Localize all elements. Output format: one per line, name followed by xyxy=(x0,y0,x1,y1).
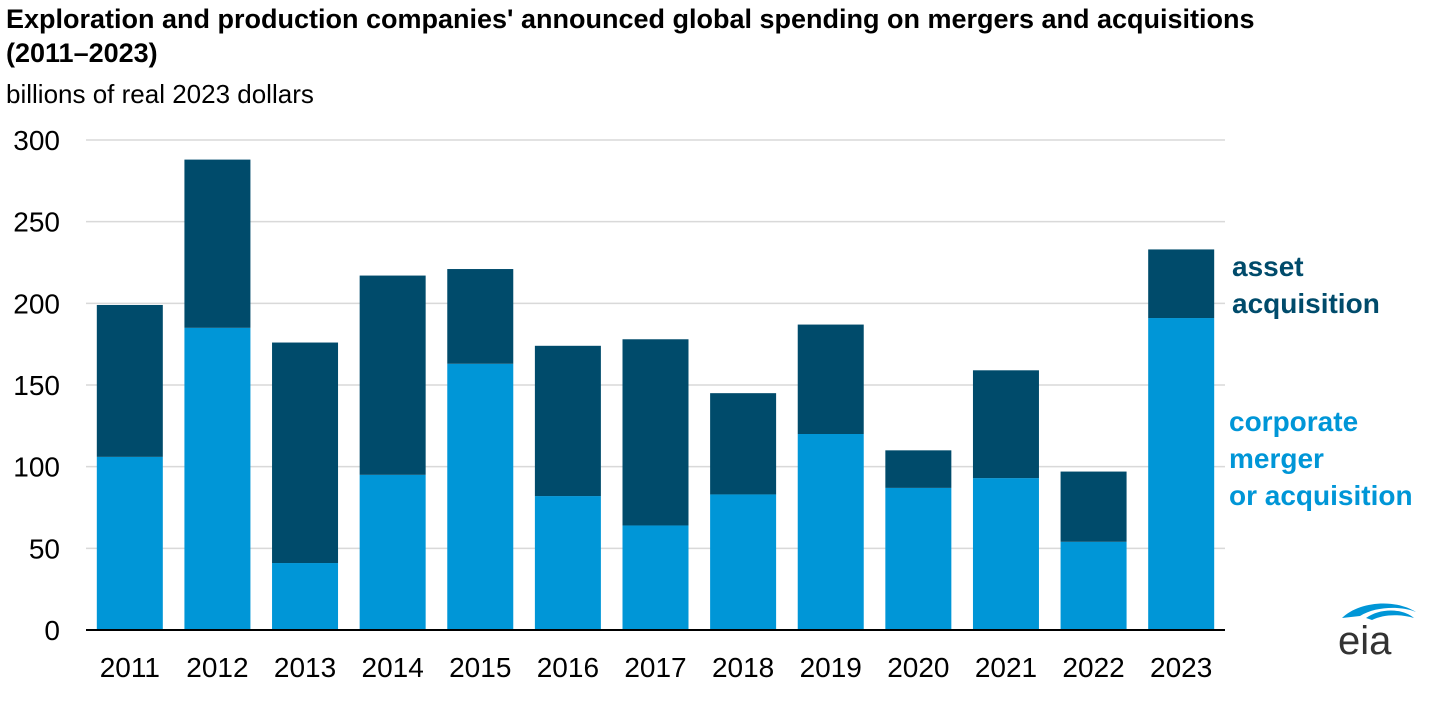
y-tick-label: 50 xyxy=(29,533,60,564)
y-tick-label: 200 xyxy=(13,288,60,319)
eia-logo-icon: eia xyxy=(1338,603,1416,660)
bar-corporate-2014 xyxy=(359,474,426,630)
bar-corporate-2016 xyxy=(534,496,601,630)
bar-asset-2013 xyxy=(272,342,339,564)
logo-text: eia xyxy=(1338,619,1392,660)
bar-asset-2014 xyxy=(359,275,426,475)
bar-corporate-2012 xyxy=(184,327,251,630)
axes: 0 50 100 150 200 250 300 2011 2012 2013 2014 2015 20… xyxy=(13,125,1225,683)
bar-asset-2011 xyxy=(96,304,163,457)
x-tick-label: 2022 xyxy=(1062,652,1124,683)
chart-title: Exploration and production companies' an… xyxy=(6,4,1255,68)
bar-corporate-2023 xyxy=(1148,318,1215,630)
y-tick-label: 250 xyxy=(13,207,60,238)
y-tick-label: 150 xyxy=(13,370,60,401)
bar-asset-2023 xyxy=(1148,249,1215,319)
x-tick-label: 2015 xyxy=(449,652,511,683)
x-tick-label: 2016 xyxy=(537,652,599,683)
bar-asset-2019 xyxy=(797,324,864,434)
y-tick-label: 0 xyxy=(44,615,60,646)
bar-asset-2020 xyxy=(885,450,952,488)
bar-asset-2012 xyxy=(184,159,251,328)
bar-asset-2015 xyxy=(447,269,514,364)
legend-corporate-merger: corporate merger or acquisition xyxy=(1229,406,1413,511)
x-tick-label: 2019 xyxy=(800,652,862,683)
x-tick-label: 2011 xyxy=(100,652,160,683)
x-tick-label: 2023 xyxy=(1150,652,1212,683)
bar-corporate-2011 xyxy=(96,456,163,630)
x-tick-label: 2020 xyxy=(887,652,949,683)
bar-asset-2018 xyxy=(710,393,777,495)
bar-corporate-2019 xyxy=(797,434,864,630)
bar-asset-2022 xyxy=(1060,471,1127,542)
y-tick-label: 100 xyxy=(13,452,60,483)
bar-asset-2016 xyxy=(534,345,601,497)
legend-asset-acquisition: asset acquisition xyxy=(1232,251,1380,319)
x-tick-label: 2014 xyxy=(362,652,424,683)
bar-corporate-2013 xyxy=(272,563,339,630)
bar-corporate-2022 xyxy=(1060,541,1127,630)
bar-corporate-2018 xyxy=(710,494,777,630)
x-tick-label: 2012 xyxy=(186,652,248,683)
bar-corporate-2017 xyxy=(622,525,689,630)
x-tick-label: 2013 xyxy=(274,652,336,683)
bar-corporate-2021 xyxy=(972,478,1039,630)
bar-corporate-2015 xyxy=(447,363,514,630)
bar-asset-2017 xyxy=(622,339,689,526)
y-tick-label: 300 xyxy=(13,125,60,156)
bars xyxy=(96,159,1215,630)
bar-corporate-2020 xyxy=(885,487,952,630)
bar-asset-2021 xyxy=(972,370,1039,479)
chart-subtitle: billions of real 2023 dollars xyxy=(6,79,314,109)
x-tick-label: 2017 xyxy=(624,652,686,683)
x-tick-label: 2018 xyxy=(712,652,774,683)
x-tick-label: 2021 xyxy=(975,652,1037,683)
